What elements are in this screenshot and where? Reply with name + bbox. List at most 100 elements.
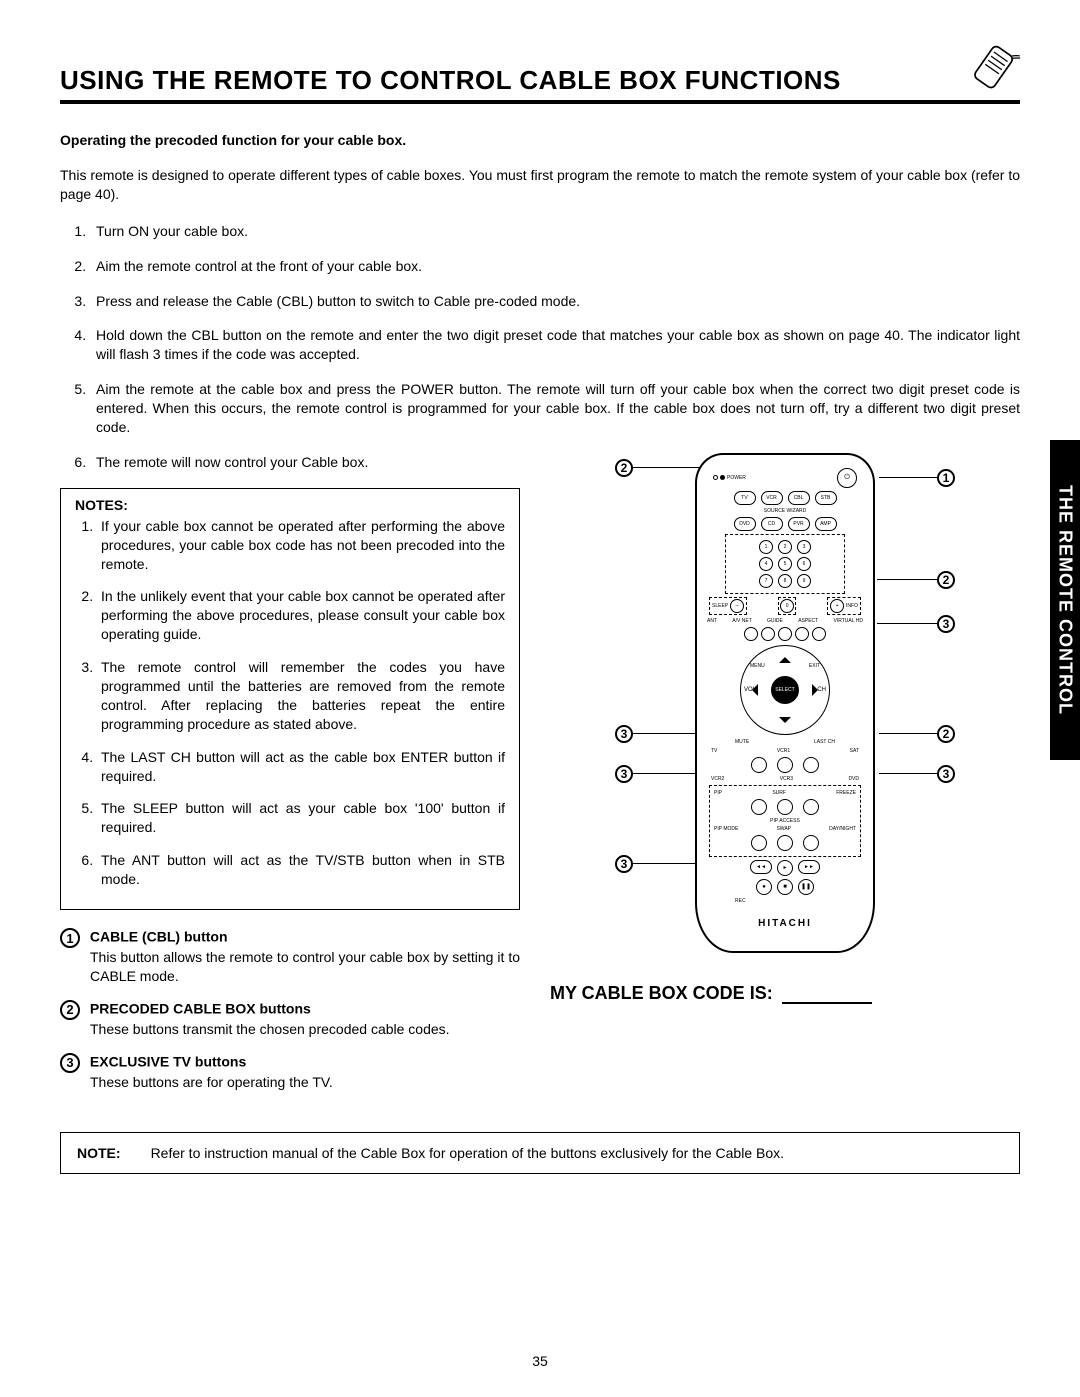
note-footer-text: Refer to instruction manual of the Cable… — [151, 1145, 784, 1161]
rec-label: REC — [705, 898, 865, 904]
power-button: ⏻ — [837, 468, 857, 488]
callout: 3 — [615, 855, 703, 873]
ant-button — [744, 627, 758, 641]
callout-num: 3 — [615, 855, 633, 873]
vcr-button: VCR — [761, 491, 783, 505]
notes-list: If your cable box cannot be operated aft… — [75, 517, 505, 889]
callout-num: 2 — [615, 459, 633, 477]
legend-title: CABLE (CBL) button — [90, 929, 228, 945]
digit-3: 3 — [797, 540, 811, 554]
rewind-button: ◄◄ — [750, 860, 772, 874]
step: Press and release the Cable (CBL) button… — [90, 292, 1020, 311]
steps-list: Turn ON your cable box. Aim the remote c… — [60, 222, 1020, 437]
code-label: MY CABLE BOX CODE IS: — [550, 983, 773, 1003]
pip-btn — [777, 835, 793, 851]
digit-1: 1 — [759, 540, 773, 554]
step: Hold down the CBL button on the remote a… — [90, 326, 1020, 364]
pip-btn — [751, 835, 767, 851]
dpad: MENUEXIT VOLCH SELECT — [740, 645, 830, 735]
virtualhd-button — [812, 627, 826, 641]
low-source-row: TVVCR1SAT — [705, 748, 865, 754]
callout: 2 — [877, 571, 955, 589]
legend-title: PRECODED CABLE BOX buttons — [90, 1001, 311, 1017]
callout: 3 — [615, 725, 703, 743]
note: In the unlikely event that your cable bo… — [97, 587, 505, 644]
callout: 3 — [615, 765, 703, 783]
pip-access-label: PIP ACCESS — [712, 818, 858, 824]
steps-list-cont: The remote will now control your Cable b… — [60, 453, 520, 472]
mute-label: MUTE — [735, 739, 749, 745]
legend-body: This button allows the remote to control… — [60, 948, 520, 986]
guide-button — [778, 627, 792, 641]
forward-button: ►► — [798, 860, 820, 874]
note-footer: NOTE: Refer to instruction manual of the… — [60, 1132, 1020, 1174]
callout-num: 3 — [937, 765, 955, 783]
note: The ANT button will act as the TV/STB bu… — [97, 851, 505, 889]
page-number: 35 — [0, 1353, 1080, 1369]
digit-6: 6 — [797, 557, 811, 571]
callout-num: 2 — [937, 571, 955, 589]
circled-number: 3 — [60, 1053, 80, 1073]
stop-button: ■ — [777, 879, 793, 895]
pip-btn — [777, 799, 793, 815]
exit-label: EXIT — [809, 663, 820, 669]
legend-item: 2 PRECODED CABLE BOX buttons These butto… — [60, 1000, 520, 1039]
pip-btn — [751, 799, 767, 815]
legend-item: 1 CABLE (CBL) button This button allows … — [60, 928, 520, 986]
page-title: USING THE REMOTE TO CONTROL CABLE BOX FU… — [60, 65, 841, 96]
brand-label: HITACHI — [705, 918, 865, 929]
circled-number: 1 — [60, 928, 80, 948]
remote-diagram: 2 1 2 3 3 2 3 — [605, 453, 965, 953]
rec-button: ● — [756, 879, 772, 895]
digit-8: 8 — [778, 574, 792, 588]
note: If your cable box cannot be operated aft… — [97, 517, 505, 574]
pause-button: ❚❚ — [798, 879, 814, 895]
aspect-button — [795, 627, 809, 641]
legend-title: EXCLUSIVE TV buttons — [90, 1053, 246, 1069]
step: The remote will now control your Cable b… — [90, 453, 520, 472]
callout: 3 — [879, 765, 955, 783]
callout: 2 — [615, 459, 703, 477]
step: Turn ON your cable box. — [90, 222, 1020, 241]
power-label: POWER — [727, 475, 746, 481]
note: The LAST CH button will act as the cable… — [97, 748, 505, 786]
callout: 3 — [877, 615, 955, 633]
circled-number: 2 — [60, 1000, 80, 1020]
step: Aim the remote control at the front of y… — [90, 257, 1020, 276]
callout-num: 2 — [937, 725, 955, 743]
callout: 2 — [879, 725, 955, 743]
digit-pad: 123 456 789 — [725, 534, 845, 594]
source-row: TV VCR CBL STB — [705, 491, 865, 505]
digit-7: 7 — [759, 574, 773, 588]
amp-button: AMP — [815, 517, 837, 531]
pip-btn — [803, 835, 819, 851]
tv-button: TV — [734, 491, 756, 505]
zero-box: 0 — [778, 597, 796, 615]
pip-btn — [803, 799, 819, 815]
menu-label: MENU — [750, 663, 765, 669]
callout-num: 3 — [937, 615, 955, 633]
remote-header-icon — [960, 30, 1030, 100]
callout-num: 1 — [937, 469, 955, 487]
intro-text: This remote is designed to operate diffe… — [60, 166, 1020, 204]
sleep-box: SLEEP– — [709, 597, 747, 615]
subtitle: Operating the precoded function for your… — [60, 132, 1020, 148]
avnet-button — [761, 627, 775, 641]
callout-num: 3 — [615, 725, 633, 743]
src-btn — [751, 757, 767, 773]
notes-box: NOTES: If your cable box cannot be opera… — [60, 488, 520, 910]
digit-5: 5 — [778, 557, 792, 571]
digit-4: 4 — [759, 557, 773, 571]
code-blank — [782, 1002, 872, 1004]
note: The SLEEP button will act as your cable … — [97, 799, 505, 837]
stb-button: STB — [815, 491, 837, 505]
callout-num: 3 — [615, 765, 633, 783]
notes-title: NOTES: — [75, 497, 505, 513]
remote-body: POWER ⏻ TV VCR CBL STB SOURCE WIZARD DVD… — [695, 453, 875, 953]
source-wizard-label: SOURCE WIZARD — [705, 508, 865, 514]
side-tab: THE REMOTE CONTROL — [1050, 440, 1080, 760]
source-row-2: DVD CD PVR AMP — [705, 517, 865, 531]
lastch-label: LAST CH — [814, 739, 835, 745]
title-rule — [60, 100, 1020, 104]
mid-label-row: ANTA/V NETGUIDEASPECTVIRTUAL HD — [705, 618, 865, 624]
